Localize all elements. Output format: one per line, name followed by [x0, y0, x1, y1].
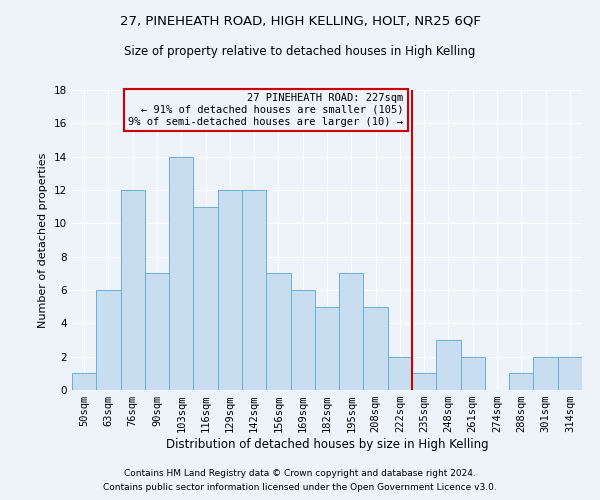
Text: 27, PINEHEATH ROAD, HIGH KELLING, HOLT, NR25 6QF: 27, PINEHEATH ROAD, HIGH KELLING, HOLT, …: [119, 15, 481, 28]
Bar: [242, 190, 266, 390]
Text: Contains public sector information licensed under the Open Government Licence v3: Contains public sector information licen…: [103, 484, 497, 492]
Bar: [290, 290, 315, 390]
Text: Size of property relative to detached houses in High Kelling: Size of property relative to detached ho…: [124, 45, 476, 58]
Bar: [461, 356, 485, 390]
Y-axis label: Number of detached properties: Number of detached properties: [38, 152, 49, 328]
Bar: [218, 190, 242, 390]
Bar: [169, 156, 193, 390]
Bar: [96, 290, 121, 390]
Bar: [121, 190, 145, 390]
Bar: [339, 274, 364, 390]
Text: Contains HM Land Registry data © Crown copyright and database right 2024.: Contains HM Land Registry data © Crown c…: [124, 468, 476, 477]
Bar: [72, 374, 96, 390]
Bar: [533, 356, 558, 390]
Bar: [509, 374, 533, 390]
Bar: [145, 274, 169, 390]
Bar: [364, 306, 388, 390]
Bar: [315, 306, 339, 390]
Text: 27 PINEHEATH ROAD: 227sqm
← 91% of detached houses are smaller (105)
9% of semi-: 27 PINEHEATH ROAD: 227sqm ← 91% of detac…: [128, 94, 404, 126]
Bar: [436, 340, 461, 390]
Bar: [558, 356, 582, 390]
X-axis label: Distribution of detached houses by size in High Kelling: Distribution of detached houses by size …: [166, 438, 488, 451]
Bar: [193, 206, 218, 390]
Bar: [388, 356, 412, 390]
Bar: [412, 374, 436, 390]
Bar: [266, 274, 290, 390]
